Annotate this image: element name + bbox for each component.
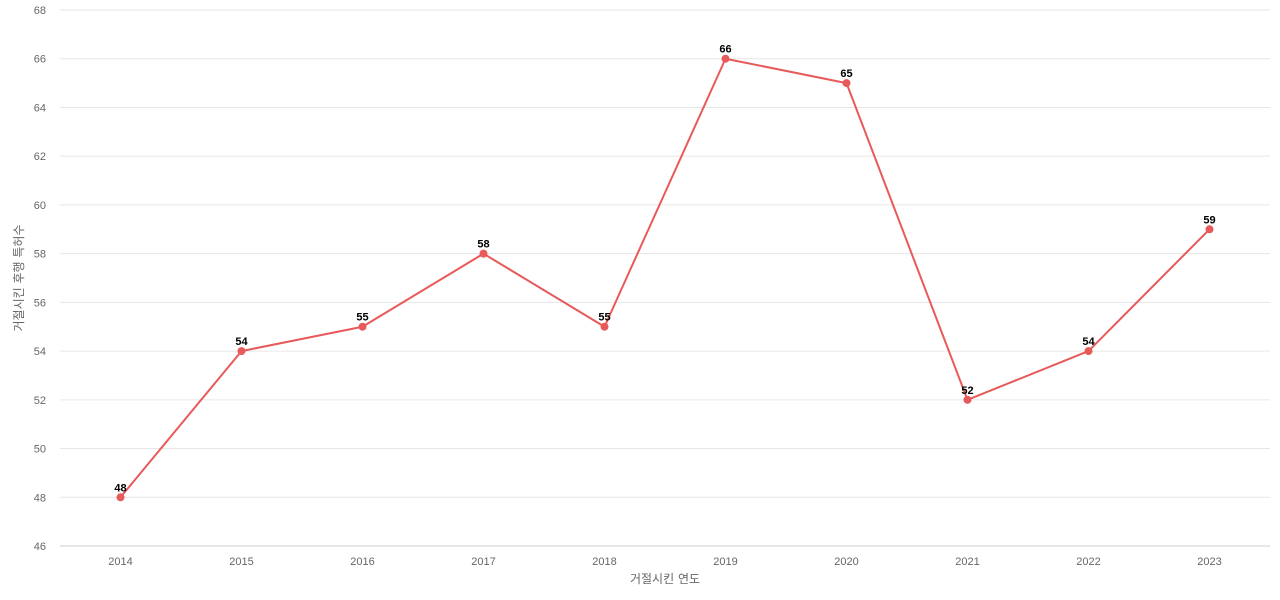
- data-point[interactable]: [842, 79, 851, 88]
- data-point[interactable]: [963, 395, 972, 404]
- y-tick-label: 62: [34, 151, 46, 163]
- y-axis-ticks: 46 48 50 52 54 56 58 60 62 64 66 68: [34, 5, 46, 553]
- data-point[interactable]: [358, 322, 367, 331]
- data-point[interactable]: [1084, 347, 1093, 356]
- x-tick-label: 2017: [471, 556, 495, 568]
- series-layer: [119, 57, 1211, 498]
- data-label: 48: [114, 482, 126, 494]
- data-label: 55: [356, 312, 368, 324]
- data-point[interactable]: [237, 347, 246, 356]
- y-tick-label: 46: [34, 541, 46, 553]
- x-tick-label: 2018: [592, 556, 616, 568]
- data-label: 54: [235, 336, 248, 348]
- y-tick-label: 54: [34, 346, 46, 358]
- x-tick-label: 2022: [1076, 556, 1100, 568]
- y-tick-label: 60: [34, 200, 46, 212]
- y-tick-label: 58: [34, 249, 46, 261]
- x-tick-label: 2014: [108, 556, 132, 568]
- y-tick-label: 66: [34, 54, 46, 66]
- data-label: 58: [477, 239, 489, 251]
- y-tick-label: 56: [34, 297, 46, 309]
- data-label: 59: [1203, 214, 1215, 226]
- x-tick-label: 2015: [229, 556, 253, 568]
- y-tick-label: 50: [34, 444, 46, 456]
- y-tick-label: 48: [34, 492, 46, 504]
- data-labels: 48 54 55 58 55 66 65 52 54 59: [114, 44, 1215, 495]
- data-point[interactable]: [1205, 225, 1214, 234]
- y-tick-label: 68: [34, 5, 46, 17]
- x-tick-label: 2020: [834, 556, 858, 568]
- data-point[interactable]: [600, 322, 609, 331]
- x-tick-label: 2023: [1197, 556, 1221, 568]
- data-point[interactable]: [479, 249, 488, 258]
- data-point[interactable]: [721, 54, 730, 63]
- x-tick-label: 2021: [955, 556, 979, 568]
- data-label: 54: [1082, 336, 1095, 348]
- grid-lines: [60, 9, 1270, 547]
- y-axis-title: 거절시킨 후행 특허수: [11, 225, 26, 332]
- data-label: 65: [840, 68, 852, 80]
- data-label: 52: [961, 385, 973, 397]
- x-axis-title: 거절시킨 연도: [630, 572, 700, 586]
- data-points: [116, 54, 1214, 502]
- y-tick-label: 64: [34, 102, 46, 114]
- data-point[interactable]: [116, 493, 125, 502]
- series-line: [119, 57, 1211, 498]
- y-tick-label: 52: [34, 395, 46, 407]
- x-tick-label: 2019: [713, 556, 737, 568]
- x-tick-label: 2016: [350, 556, 374, 568]
- data-label: 66: [719, 44, 731, 56]
- data-label: 55: [598, 312, 610, 324]
- x-axis-ticks: 2014 2015 2016 2017 2018 2019 2020 2021 2022 2023: [108, 556, 1221, 568]
